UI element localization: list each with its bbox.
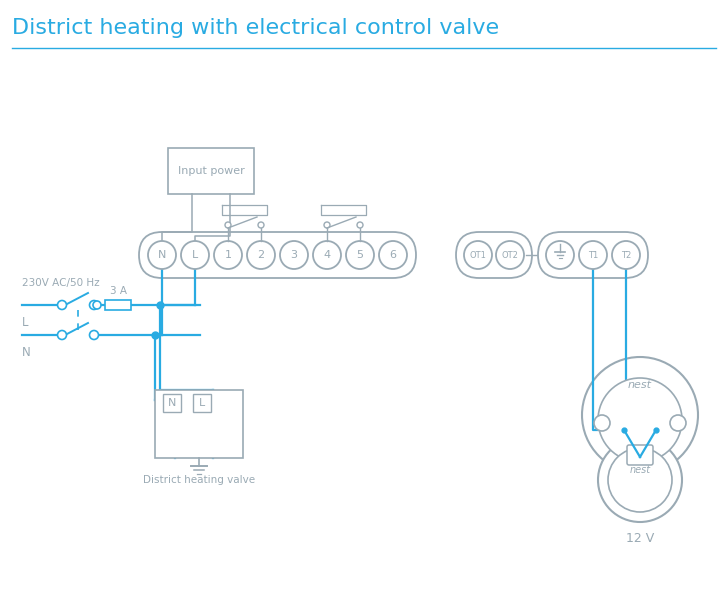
- Circle shape: [181, 241, 209, 269]
- Circle shape: [313, 241, 341, 269]
- Text: 4: 4: [323, 250, 331, 260]
- FancyBboxPatch shape: [193, 394, 211, 412]
- Circle shape: [58, 301, 66, 309]
- Circle shape: [258, 222, 264, 228]
- Circle shape: [464, 241, 492, 269]
- FancyBboxPatch shape: [139, 232, 416, 278]
- Circle shape: [90, 330, 98, 340]
- Circle shape: [346, 241, 374, 269]
- Circle shape: [280, 241, 308, 269]
- Circle shape: [670, 415, 686, 431]
- Text: T1: T1: [588, 251, 598, 260]
- Circle shape: [58, 330, 66, 340]
- Text: 5: 5: [357, 250, 363, 260]
- FancyBboxPatch shape: [163, 394, 181, 412]
- Text: nest: nest: [630, 465, 651, 475]
- Circle shape: [379, 241, 407, 269]
- Text: L: L: [22, 317, 28, 330]
- Circle shape: [582, 357, 698, 473]
- Text: L: L: [192, 250, 198, 260]
- FancyBboxPatch shape: [168, 148, 254, 194]
- Text: L: L: [199, 398, 205, 408]
- FancyBboxPatch shape: [155, 390, 243, 458]
- Circle shape: [579, 241, 607, 269]
- Circle shape: [612, 241, 640, 269]
- Text: 3: 3: [290, 250, 298, 260]
- Circle shape: [598, 438, 682, 522]
- Text: 230V AC/50 Hz: 230V AC/50 Hz: [22, 278, 100, 288]
- Text: 6: 6: [389, 250, 397, 260]
- Circle shape: [324, 222, 330, 228]
- Circle shape: [594, 415, 610, 431]
- Circle shape: [598, 378, 682, 462]
- Text: 2: 2: [258, 250, 264, 260]
- Text: 3 A: 3 A: [109, 286, 127, 296]
- Circle shape: [608, 448, 672, 512]
- Text: 1: 1: [224, 250, 232, 260]
- Text: nest: nest: [628, 380, 652, 390]
- Circle shape: [90, 301, 98, 309]
- Circle shape: [214, 241, 242, 269]
- Circle shape: [546, 241, 574, 269]
- Circle shape: [148, 241, 176, 269]
- FancyBboxPatch shape: [627, 445, 653, 465]
- Text: OT1: OT1: [470, 251, 486, 260]
- Circle shape: [225, 222, 231, 228]
- Text: District heating with electrical control valve: District heating with electrical control…: [12, 18, 499, 38]
- Text: District heating valve: District heating valve: [143, 475, 255, 485]
- Circle shape: [496, 241, 524, 269]
- Circle shape: [357, 222, 363, 228]
- Text: N: N: [158, 250, 166, 260]
- FancyBboxPatch shape: [538, 232, 648, 278]
- Text: N: N: [168, 398, 176, 408]
- Circle shape: [247, 241, 275, 269]
- Text: 12 V: 12 V: [626, 532, 654, 545]
- Text: T2: T2: [621, 251, 631, 260]
- Circle shape: [93, 301, 101, 309]
- FancyBboxPatch shape: [105, 300, 131, 310]
- Text: Input power: Input power: [178, 166, 245, 176]
- FancyBboxPatch shape: [456, 232, 532, 278]
- Text: N: N: [22, 346, 31, 359]
- Text: OT2: OT2: [502, 251, 518, 260]
